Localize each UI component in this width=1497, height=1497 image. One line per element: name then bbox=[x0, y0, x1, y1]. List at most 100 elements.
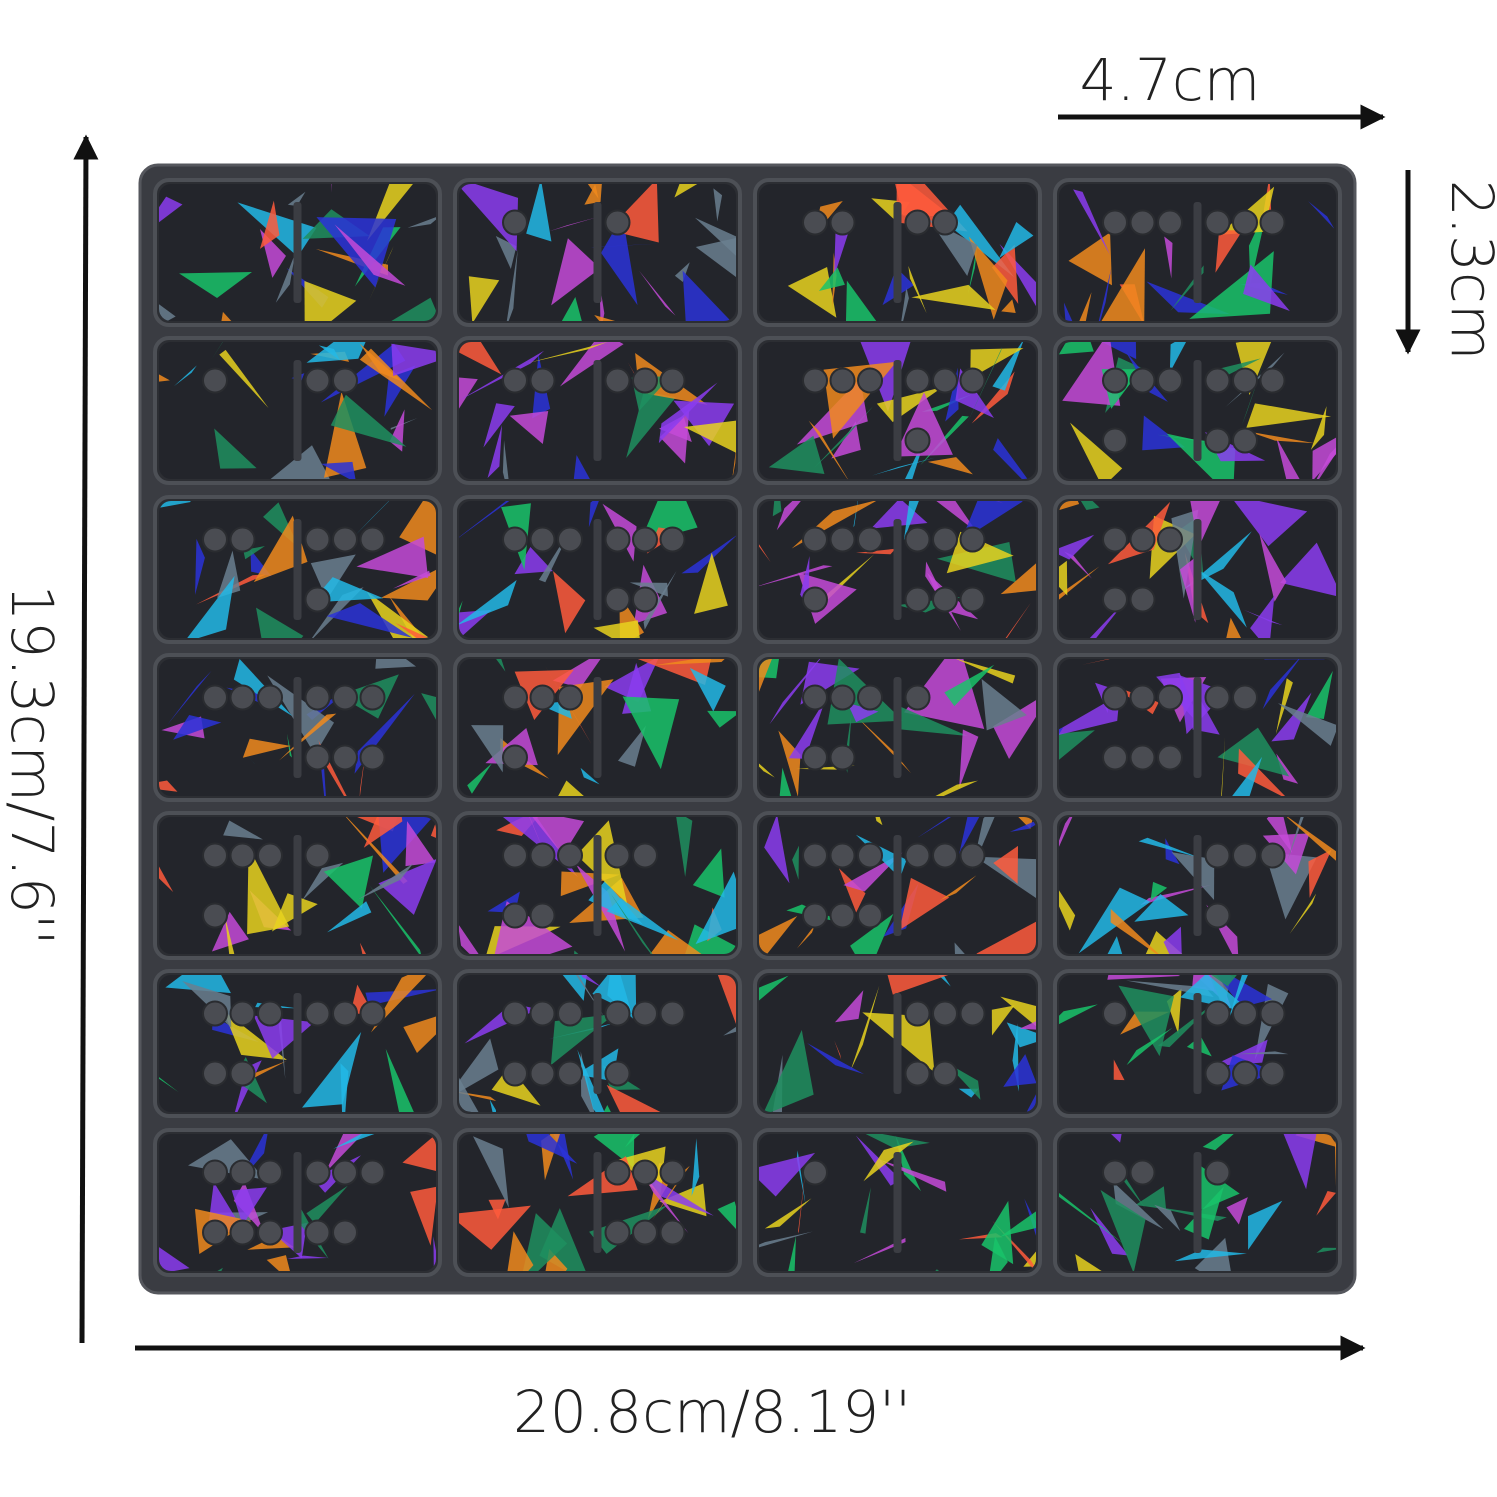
cavities bbox=[153, 178, 1342, 1277]
holo-shard bbox=[677, 924, 736, 954]
holo-shard bbox=[1264, 852, 1317, 920]
holo-shard bbox=[388, 595, 428, 638]
holo-shard bbox=[1217, 727, 1290, 777]
holo-shard bbox=[1259, 533, 1287, 602]
divider bbox=[593, 835, 602, 936]
domino bbox=[459, 659, 736, 796]
holo-shard bbox=[363, 817, 403, 848]
domino bbox=[759, 975, 1036, 1112]
pip bbox=[932, 586, 958, 613]
holo-shard bbox=[993, 689, 1036, 759]
holo-shard bbox=[845, 280, 879, 321]
pip bbox=[932, 367, 958, 394]
pip bbox=[1157, 744, 1183, 771]
holo-shard bbox=[550, 780, 624, 796]
holo-shard bbox=[1126, 1027, 1173, 1066]
holo-shard bbox=[1100, 1189, 1146, 1271]
pip bbox=[604, 842, 631, 869]
holo-shard bbox=[1110, 908, 1166, 954]
holo-shard bbox=[318, 740, 364, 796]
holo-shard bbox=[421, 693, 436, 761]
holo-shard bbox=[870, 501, 928, 529]
holo-shard bbox=[368, 246, 394, 301]
pip bbox=[959, 526, 986, 553]
holo-shard bbox=[855, 1134, 930, 1149]
holo-shard bbox=[1206, 904, 1239, 954]
pip bbox=[659, 1000, 686, 1027]
holo-shard bbox=[607, 975, 634, 1020]
pip bbox=[829, 526, 856, 553]
pip bbox=[904, 586, 931, 613]
holo-shard bbox=[580, 767, 600, 785]
holo-shard bbox=[1248, 1200, 1283, 1250]
holo-shard bbox=[485, 659, 506, 672]
holo-shard bbox=[1276, 437, 1312, 479]
holo-shard bbox=[712, 975, 736, 1039]
divider bbox=[893, 677, 902, 778]
pip bbox=[604, 209, 631, 236]
pip bbox=[332, 744, 358, 771]
holo-shard bbox=[992, 244, 1019, 304]
holo-shard bbox=[553, 571, 586, 634]
holo-shard bbox=[847, 702, 879, 723]
pip bbox=[932, 209, 958, 236]
pip bbox=[304, 1000, 331, 1027]
holo-shard bbox=[970, 348, 1024, 379]
divider bbox=[893, 360, 902, 461]
holo-shard bbox=[548, 216, 598, 232]
holo-shard bbox=[402, 1134, 436, 1178]
pip bbox=[359, 1159, 386, 1186]
holo-shard bbox=[787, 266, 837, 318]
holo-shard bbox=[855, 548, 896, 555]
pip bbox=[1232, 427, 1258, 454]
holo-shard bbox=[899, 877, 950, 931]
holo-shard bbox=[473, 1136, 509, 1208]
pip bbox=[1157, 684, 1183, 711]
holo-shard bbox=[1059, 1190, 1125, 1245]
holo-shard bbox=[223, 1010, 287, 1061]
pip bbox=[604, 1159, 631, 1186]
divider bbox=[893, 835, 902, 936]
holo-shard bbox=[159, 1235, 190, 1271]
pip bbox=[1204, 367, 1231, 394]
domino bbox=[159, 1134, 436, 1271]
holo-shard bbox=[1246, 403, 1332, 428]
pip bbox=[632, 367, 658, 394]
holo-shard bbox=[895, 1135, 921, 1192]
holo-shard bbox=[713, 188, 723, 222]
pip bbox=[904, 367, 931, 394]
holo-shard bbox=[939, 875, 977, 901]
holo-shard bbox=[1059, 342, 1094, 355]
pip bbox=[604, 586, 631, 613]
holo-shard bbox=[759, 565, 833, 589]
holo-shard bbox=[759, 1231, 813, 1255]
pip bbox=[1204, 1060, 1231, 1087]
holo-shard bbox=[618, 725, 647, 767]
holo-shard bbox=[1171, 852, 1215, 901]
pip bbox=[557, 684, 583, 711]
holo-shard bbox=[326, 603, 413, 638]
pip bbox=[502, 902, 528, 929]
holo-shard bbox=[759, 1152, 816, 1197]
pip bbox=[557, 1000, 583, 1027]
holo-shard bbox=[375, 659, 417, 669]
holo-shard bbox=[471, 725, 504, 773]
holo-shard bbox=[764, 817, 790, 884]
holo-shard bbox=[159, 196, 183, 238]
pip bbox=[1204, 842, 1231, 869]
piece-width-label: 4.7cm bbox=[1080, 46, 1261, 114]
pip bbox=[557, 526, 583, 553]
holo-shard bbox=[1003, 1054, 1036, 1087]
domino bbox=[459, 342, 736, 479]
holo-shard bbox=[459, 1205, 531, 1250]
holo-shard bbox=[759, 659, 785, 679]
pip bbox=[829, 367, 856, 394]
holo-shard bbox=[319, 752, 329, 796]
pip bbox=[229, 1060, 256, 1087]
holo-shard bbox=[1316, 1247, 1336, 1253]
pip bbox=[529, 842, 556, 869]
pip bbox=[932, 1060, 958, 1087]
holo-shard bbox=[1306, 434, 1336, 479]
pip bbox=[1102, 684, 1128, 711]
holo-shard bbox=[560, 297, 587, 321]
